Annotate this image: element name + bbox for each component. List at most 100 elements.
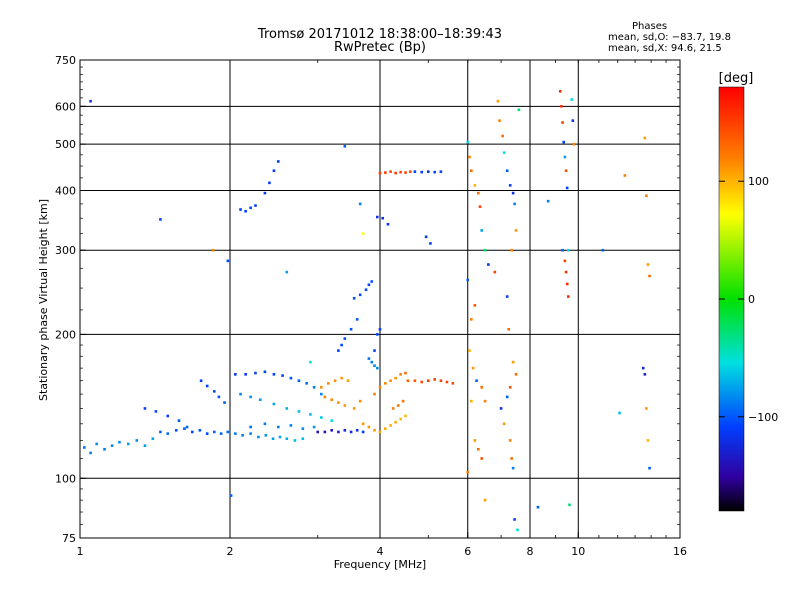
data-point — [316, 430, 320, 434]
data-point — [498, 119, 501, 122]
data-point — [249, 206, 252, 210]
data-point — [413, 379, 417, 383]
data-point — [505, 295, 509, 298]
data-point — [510, 248, 513, 252]
data-point — [110, 444, 114, 447]
data-point — [373, 349, 376, 352]
data-point — [505, 395, 509, 399]
data-point — [309, 413, 312, 416]
data-point — [386, 222, 390, 226]
data-point — [394, 420, 397, 424]
data-point — [473, 184, 477, 187]
data-point — [327, 382, 330, 385]
data-point — [424, 235, 428, 239]
data-point — [406, 379, 410, 383]
data-point — [278, 435, 282, 439]
x-tick-label: 2 — [227, 545, 234, 558]
data-point — [349, 430, 353, 434]
data-point — [565, 282, 569, 286]
data-point — [343, 144, 347, 148]
data-point — [501, 134, 504, 138]
data-point — [480, 229, 484, 232]
data-point — [367, 283, 371, 287]
y-axis-label: Stationary phase Virtual Height [km] — [37, 199, 50, 401]
data-point — [264, 434, 268, 437]
data-point — [254, 204, 257, 207]
data-point — [546, 199, 550, 203]
data-point — [641, 366, 645, 370]
data-point — [399, 417, 402, 421]
data-point — [337, 430, 340, 434]
data-point — [470, 399, 473, 403]
data-point — [177, 419, 181, 422]
data-point — [601, 248, 605, 252]
data-point — [451, 382, 455, 385]
data-point — [239, 392, 242, 396]
data-point — [404, 171, 407, 174]
data-point — [399, 170, 402, 174]
data-point — [562, 140, 566, 144]
data-point — [508, 386, 512, 389]
data-point — [513, 518, 516, 521]
data-point — [563, 155, 567, 159]
data-point — [475, 379, 478, 383]
data-point — [564, 270, 568, 274]
data-point — [343, 429, 347, 432]
data-point — [95, 442, 98, 446]
data-point — [297, 410, 301, 413]
phases-x-stats: mean, sd,X: 94.6, 21.5 — [608, 43, 722, 54]
data-point — [496, 99, 500, 103]
data-points — [82, 90, 651, 532]
data-point — [514, 373, 518, 376]
data-point — [244, 373, 247, 376]
data-point — [389, 379, 392, 383]
data-point — [514, 229, 518, 232]
data-point — [389, 424, 392, 427]
data-point — [408, 170, 412, 173]
x-tick-label: 16 — [673, 545, 687, 558]
data-point — [358, 399, 362, 403]
x-tick-label: 6 — [464, 545, 471, 558]
data-point — [239, 208, 242, 211]
data-point — [483, 248, 487, 252]
data-point — [226, 259, 230, 263]
data-point — [646, 439, 650, 442]
data-point — [508, 184, 512, 187]
data-point — [249, 395, 252, 399]
data-point — [426, 170, 430, 173]
data-point — [212, 430, 216, 434]
data-point — [364, 288, 368, 292]
data-point — [143, 407, 147, 410]
data-point — [268, 181, 271, 185]
data-point — [499, 407, 503, 410]
data-point — [320, 392, 323, 396]
data-point — [375, 333, 379, 336]
data-point — [433, 170, 436, 174]
data-point — [561, 121, 564, 124]
data-point — [618, 411, 621, 415]
data-point — [404, 414, 407, 418]
data-point — [263, 370, 267, 374]
data-point — [271, 437, 275, 441]
data-point — [263, 191, 267, 195]
data-point — [358, 202, 362, 206]
data-point — [226, 430, 230, 434]
data-point — [257, 435, 260, 439]
data-point — [309, 360, 312, 364]
data-point — [370, 280, 374, 283]
data-point — [103, 447, 106, 451]
y-tick-label: 750 — [55, 54, 76, 67]
data-point — [466, 140, 470, 144]
data-point — [507, 327, 510, 331]
data-point — [508, 439, 512, 442]
data-point — [343, 337, 347, 340]
y-tick-label: 300 — [55, 244, 76, 257]
data-point — [396, 404, 400, 407]
data-point — [301, 437, 305, 441]
data-point — [536, 505, 540, 509]
data-point — [183, 427, 186, 430]
data-point — [493, 270, 497, 274]
data-point — [198, 429, 202, 432]
data-point — [312, 386, 316, 389]
data-point — [352, 296, 356, 300]
